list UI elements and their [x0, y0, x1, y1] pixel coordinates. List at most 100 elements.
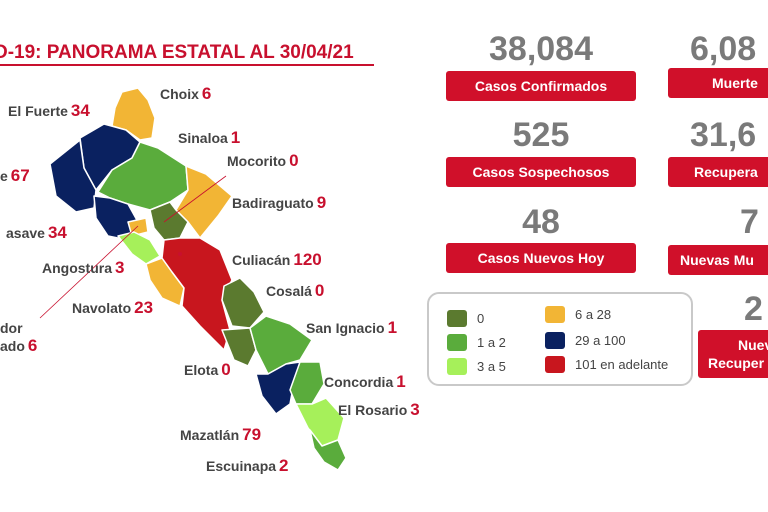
label-choix: Choix 6	[160, 84, 211, 104]
label-name: Escuinapa	[206, 458, 277, 474]
label-name: San Ignacio	[306, 320, 385, 336]
label-name: dor	[0, 320, 23, 336]
label-count: 0	[314, 281, 325, 300]
label-concordia: Concordia 1	[324, 372, 406, 392]
label-sinaloa: Sinaloa 1	[178, 128, 240, 148]
label-elota: Elota 0	[184, 360, 231, 380]
stat-new-recovered-label: Nuev Recuper	[698, 330, 768, 378]
label-name: asave	[6, 225, 45, 241]
legend-label: 3 a 5	[477, 359, 506, 374]
swatch-icon	[447, 334, 467, 351]
label-count: 6	[201, 84, 212, 103]
legend-item-0: 0	[447, 310, 484, 327]
region-san-ignacio	[249, 315, 313, 375]
stat-confirmed-label: Casos Confirmados	[446, 71, 636, 101]
label-angostura: Angostura 3	[42, 258, 124, 278]
label-name: El Fuerte	[8, 103, 68, 119]
label-culiacan: Culiacán 120	[232, 250, 322, 270]
swatch-icon	[545, 306, 565, 323]
label-name: e	[0, 168, 8, 184]
stat-deaths-value: 6,08	[690, 30, 757, 68]
region-mocorito	[149, 201, 189, 241]
label-name: El Rosario	[338, 402, 408, 418]
legend: 0 1 a 2 3 a 5 6 a 28 29 a 100 101 en ade…	[427, 292, 693, 386]
label-name: Badiraguato	[232, 195, 314, 211]
label-count: 0	[289, 151, 299, 170]
label-count: 2	[279, 456, 289, 475]
stat-deaths-label: Muerte	[668, 68, 768, 98]
label-name: Mazatlán	[180, 427, 240, 443]
label-count: 79	[242, 425, 262, 444]
region-escuinapa	[309, 429, 347, 471]
label-count: 1	[230, 128, 241, 147]
label-el-fuerte: El Fuerte 34	[8, 101, 90, 121]
legend-item-4: 29 a 100	[545, 332, 626, 349]
culiacan-marker	[178, 252, 182, 256]
label-count: 1	[387, 318, 398, 337]
label-name: Elota	[184, 362, 219, 378]
label-count: 120	[293, 250, 322, 269]
swatch-icon	[447, 358, 467, 375]
stat-new-recovered-line1: Nuev	[738, 337, 768, 353]
page-title: D-19: PANORAMA ESTATAL AL 30/04/21	[0, 42, 354, 63]
label-count: 23	[134, 298, 154, 317]
leader-salvador-alvarado	[39, 225, 139, 319]
label-count: 67	[10, 166, 30, 185]
label-name: ado	[0, 338, 25, 354]
label-salvador-alvarado-1: dor	[0, 318, 26, 338]
stat-new-deaths-value: 7	[740, 203, 759, 241]
stat-new-recovered-value: 2	[744, 290, 763, 328]
region-elota	[221, 327, 257, 367]
legend-label: 29 a 100	[575, 333, 626, 348]
label-count: 34	[70, 101, 90, 120]
region-cosala	[221, 277, 265, 329]
legend-item-3: 6 a 28	[545, 306, 611, 323]
legend-label: 101 en adelante	[575, 357, 669, 372]
sinaloa-map	[39, 87, 347, 471]
legend-label: 6 a 28	[575, 307, 612, 322]
label-name: Culiacán	[232, 252, 291, 268]
legend-item-5: 101 en adelante	[545, 356, 668, 373]
stat-suspected-label: Casos Sospechosos	[446, 157, 636, 187]
label-mazatlan: Mazatlán 79	[180, 425, 261, 445]
label-name: Mocorito	[227, 153, 287, 169]
label-count: 1	[396, 372, 406, 391]
label-el-rosario: El Rosario 3	[338, 400, 420, 420]
label-name: Angostura	[42, 260, 112, 276]
swatch-icon	[447, 310, 467, 327]
label-count: 6	[27, 336, 38, 355]
label-cosala: Cosalá 0	[266, 281, 324, 301]
stat-new-deaths-label: Nuevas Mu	[668, 245, 768, 275]
label-count: 3	[410, 400, 420, 419]
label-count: 3	[115, 258, 125, 277]
label-count: 9	[316, 193, 327, 212]
label-mocorito: Mocorito 0	[227, 151, 299, 171]
label-name: Sinaloa	[178, 130, 228, 146]
stat-new-today-value: 48	[522, 203, 560, 241]
region-rosario	[295, 397, 345, 447]
legend-item-1: 1 a 2	[447, 334, 506, 351]
label-count: 0	[221, 360, 231, 379]
title-underline	[0, 64, 374, 66]
label-count: 34	[47, 223, 67, 242]
stat-recovered-label: Recupera	[668, 157, 768, 187]
legend-item-2: 3 a 5	[447, 358, 506, 375]
stat-new-recovered-line2: Recuper	[708, 355, 765, 371]
label-badiraguato: Badiraguato 9	[232, 193, 326, 213]
swatch-icon	[545, 356, 565, 373]
stat-recovered-value: 31,6	[690, 116, 757, 154]
label-ahome: e 67	[0, 166, 30, 186]
legend-label: 0	[477, 311, 485, 326]
label-name: Navolato	[72, 300, 132, 316]
label-san-ignacio: San Ignacio 1	[306, 318, 397, 338]
stat-new-today-label: Casos Nuevos Hoy	[446, 243, 636, 273]
label-name: Cosalá	[266, 283, 312, 299]
leader-mocorito	[163, 175, 227, 223]
label-name: Choix	[160, 86, 199, 102]
label-salvador-alvarado-2: ado 6	[0, 336, 37, 356]
stat-suspected-value: 525	[512, 116, 570, 154]
stat-confirmed-value: 38,084	[489, 30, 593, 68]
region-angostura	[117, 231, 161, 265]
label-escuinapa: Escuinapa 2	[206, 456, 289, 476]
label-navolato: Navolato 23	[72, 298, 153, 318]
